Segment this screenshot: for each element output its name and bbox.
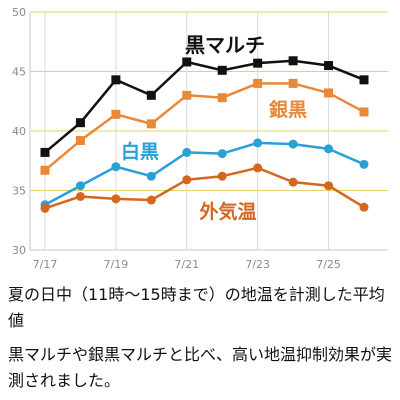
data-point [217, 65, 227, 75]
data-point [253, 138, 263, 148]
series-line-0 [44, 59, 365, 154]
data-point [324, 181, 334, 191]
x-tick-label: 7/19 [104, 258, 129, 270]
caption-line-2: 黒マルチや銀黒マルチと比べ、高い地温抑制効果が実測されました。 [8, 345, 393, 390]
data-point [288, 78, 298, 88]
axes: 30 35 40 45 50 7/17 7/19 7/21 7/23 7/25 [12, 6, 388, 270]
data-point [182, 175, 192, 185]
series-label-2: 白黒 [121, 140, 159, 163]
data-point [359, 107, 369, 117]
y-tick-label: 30 [12, 244, 26, 257]
data-point [40, 203, 50, 213]
data-point [75, 136, 85, 146]
data-point [288, 56, 298, 66]
data-point [324, 61, 334, 71]
data-point [217, 171, 227, 181]
series-lines [40, 56, 369, 213]
data-point [288, 139, 298, 149]
series-line-3 [44, 166, 365, 210]
data-point [111, 109, 121, 119]
data-point [359, 75, 369, 85]
caption-line-1: 夏の日中（11時〜15時まで）の地温を計測した平均値 [8, 285, 385, 330]
x-tick-label: 7/25 [316, 258, 341, 270]
data-point [111, 162, 121, 172]
x-tick-label: 7/21 [174, 258, 199, 270]
data-point [146, 119, 156, 129]
data-point [253, 78, 263, 88]
data-point [111, 75, 121, 85]
data-point [182, 57, 192, 67]
data-point [146, 171, 156, 181]
data-point [146, 90, 156, 100]
data-point [75, 118, 85, 128]
data-point [111, 194, 121, 204]
y-tick-label: 35 [12, 185, 26, 198]
line-chart: 30 35 40 45 50 7/17 7/19 7/21 7/23 7/25 黒マルチ銀黒白黒外… [12, 6, 388, 270]
data-point [324, 88, 334, 98]
data-point [217, 149, 227, 159]
series-label-3: 外気温 [199, 200, 256, 223]
data-point [217, 93, 227, 103]
data-point [359, 159, 369, 169]
y-tick-label: 40 [12, 125, 26, 138]
data-point [182, 147, 192, 157]
data-point [40, 147, 50, 157]
data-point [75, 181, 85, 191]
x-tick-label: 7/23 [245, 258, 270, 270]
grid-lines [30, 11, 388, 251]
y-tick-label: 45 [12, 66, 26, 79]
data-point [359, 202, 369, 212]
data-point [146, 195, 156, 205]
series-label-0: 黒マルチ [185, 33, 265, 57]
data-point [253, 58, 263, 68]
y-tick-label: 50 [12, 6, 26, 19]
data-point [75, 191, 85, 201]
series-line-2 [44, 141, 365, 206]
data-point [40, 165, 50, 175]
data-point [182, 90, 192, 100]
data-point [288, 177, 298, 187]
series-label-1: 銀黒 [269, 98, 307, 121]
series-line-1 [44, 82, 365, 172]
x-tick-label: 7/17 [33, 258, 58, 270]
data-point [253, 163, 263, 173]
data-point [324, 144, 334, 154]
